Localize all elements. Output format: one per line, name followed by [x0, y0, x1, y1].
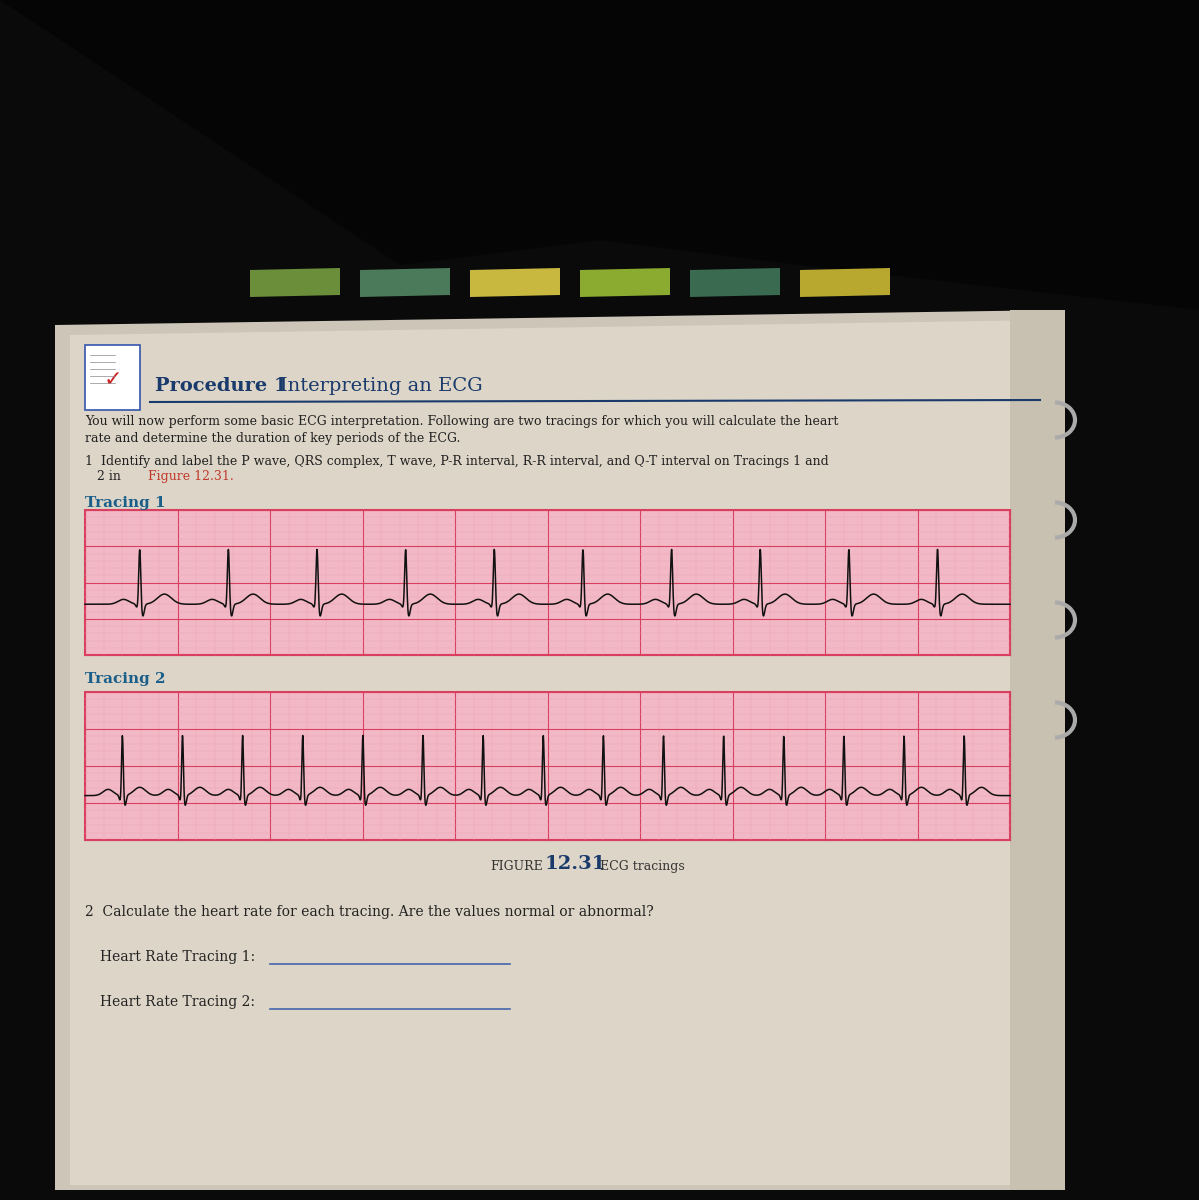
Polygon shape — [251, 268, 341, 296]
Text: 1  Identify and label the P wave, QRS complex, T wave, P-R interval, R-R interva: 1 Identify and label the P wave, QRS com… — [85, 455, 829, 468]
Polygon shape — [360, 268, 450, 296]
Text: ✓: ✓ — [103, 370, 122, 390]
Polygon shape — [0, 0, 1199, 310]
FancyBboxPatch shape — [85, 510, 1010, 655]
Text: Interpreting an ECG: Interpreting an ECG — [281, 377, 483, 395]
Text: You will now perform some basic ECG interpretation. Following are two tracings f: You will now perform some basic ECG inte… — [85, 415, 838, 428]
Polygon shape — [689, 268, 781, 296]
Text: FIGURE: FIGURE — [490, 860, 543, 874]
Text: 2 in: 2 in — [85, 470, 125, 482]
Text: ECG tracings: ECG tracings — [600, 860, 685, 874]
Text: Heart Rate Tracing 1:: Heart Rate Tracing 1: — [100, 950, 255, 964]
FancyBboxPatch shape — [85, 692, 1010, 840]
Polygon shape — [55, 310, 1060, 1190]
Text: Procedure 1: Procedure 1 — [155, 377, 288, 395]
Text: Heart Rate Tracing 2:: Heart Rate Tracing 2: — [100, 995, 255, 1009]
Text: Tracing 2: Tracing 2 — [85, 672, 165, 686]
Polygon shape — [800, 268, 890, 296]
FancyBboxPatch shape — [85, 346, 140, 410]
Text: Tracing 1: Tracing 1 — [85, 496, 165, 510]
Text: 12.31: 12.31 — [546, 854, 607, 874]
Text: 2  Calculate the heart rate for each tracing. Are the values normal or abnormal?: 2 Calculate the heart rate for each trac… — [85, 905, 653, 919]
Text: rate and determine the duration of key periods of the ECG.: rate and determine the duration of key p… — [85, 432, 460, 445]
Polygon shape — [1010, 310, 1065, 1190]
Polygon shape — [70, 320, 1050, 1186]
Polygon shape — [580, 268, 670, 296]
Text: Figure 12.31.: Figure 12.31. — [147, 470, 234, 482]
Polygon shape — [470, 268, 560, 296]
